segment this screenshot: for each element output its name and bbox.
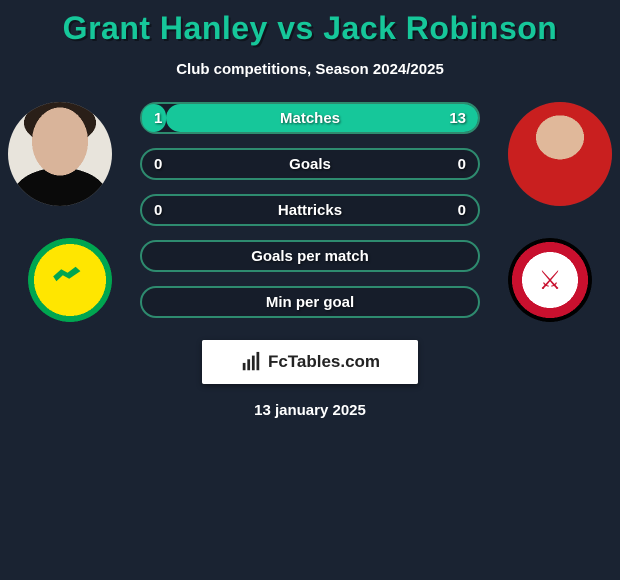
page-title: Grant Hanley vs Jack Robinson — [0, 10, 620, 47]
stat-label: Min per goal — [266, 294, 354, 311]
stat-row: Goals per match — [140, 240, 480, 272]
stat-bars: Matches 1 13 Goals 0 0 Hattricks 0 0 Goals per ma… — [140, 102, 480, 318]
player-right-avatar — [508, 102, 612, 206]
branding-badge: FcTables.com — [202, 340, 418, 384]
stat-value-right: 0 — [446, 196, 478, 224]
stat-row: Hattricks 0 0 — [140, 194, 480, 226]
stat-value-right: 0 — [446, 150, 478, 178]
stat-value-left: 0 — [142, 150, 174, 178]
comparison-card: Grant Hanley vs Jack Robinson Club compe… — [0, 0, 620, 419]
stat-value-right: 13 — [437, 104, 478, 132]
stat-value-left: 1 — [142, 104, 174, 132]
stat-value-right — [454, 242, 478, 270]
stat-pill: Matches 1 13 — [140, 102, 480, 134]
stat-row: Matches 1 13 — [140, 102, 480, 134]
stat-value-left — [142, 242, 166, 270]
chart-icon — [240, 351, 262, 373]
stat-label: Goals per match — [251, 248, 369, 265]
player-left-avatar — [8, 102, 112, 206]
stat-value-left — [142, 288, 166, 316]
stat-pill: Min per goal — [140, 286, 480, 318]
subtitle: Club competitions, Season 2024/2025 — [0, 61, 620, 78]
stat-pill: Goals 0 0 — [140, 148, 480, 180]
stat-label: Goals — [289, 156, 331, 173]
stat-label: Matches — [280, 110, 340, 127]
compare-area: Matches 1 13 Goals 0 0 Hattricks 0 0 Goals per ma… — [0, 102, 620, 332]
stat-pill: Goals per match — [140, 240, 480, 272]
club-badge-right — [508, 238, 592, 322]
stat-value-left: 0 — [142, 196, 174, 224]
stat-row: Goals 0 0 — [140, 148, 480, 180]
club-badge-left — [28, 238, 112, 322]
stat-row: Min per goal — [140, 286, 480, 318]
stat-value-right — [454, 288, 478, 316]
stat-label: Hattricks — [278, 202, 342, 219]
date-label: 13 january 2025 — [0, 402, 620, 419]
branding-text: FcTables.com — [268, 352, 380, 372]
stat-pill: Hattricks 0 0 — [140, 194, 480, 226]
